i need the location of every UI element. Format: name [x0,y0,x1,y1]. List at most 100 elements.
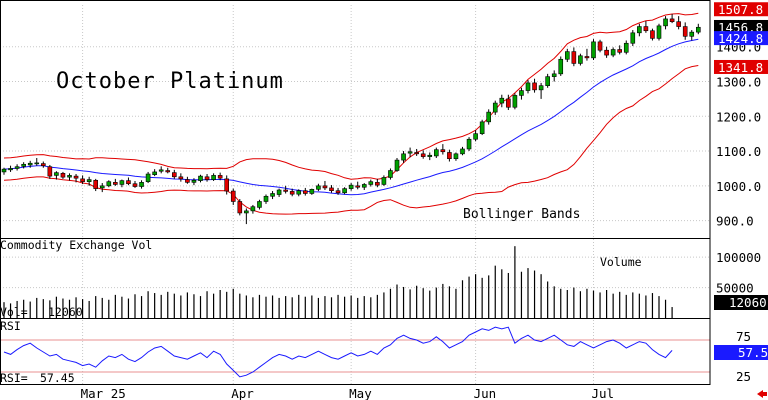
volume-axis-ticks: 100000 50000 [716,250,761,295]
candle-body [126,180,131,185]
candle-body [86,179,92,182]
scroll-left-arrow-icon[interactable] [757,390,767,398]
candle-body [407,151,413,154]
rsi-tag-bg [714,345,768,360]
price-tag-bg [714,31,768,46]
candle-body [316,185,321,190]
volume-tag: 12060 [729,295,767,310]
candle-body [204,176,210,180]
candle-body [689,31,695,37]
candle-body [145,173,151,182]
candle-body [348,184,354,189]
candle-body [669,18,675,22]
candle-body [486,111,492,123]
price-tick-label: 1000.0 [716,179,761,194]
candle-body [591,41,596,59]
price-tick-label: 1100.0 [716,144,761,159]
chart-title: October Platinum [56,69,284,94]
candle-body [99,185,105,189]
volume-tick-label: 100000 [716,250,761,265]
volume-tag-bg [714,295,768,310]
candle-body [250,206,256,212]
price-tag-bg [714,19,768,34]
candle-body [14,166,20,169]
bollinger-annotation: Bollinger Bands [463,207,580,222]
candle-body [113,182,118,185]
candle-body [217,175,223,179]
candle-body [224,178,229,192]
price-tag-value: 1341.8 [718,60,763,75]
candle-body [682,26,688,37]
rsi-panel-label: RSI [0,319,21,333]
candle-body [564,51,570,60]
candle-body [414,152,419,155]
price-tick-label: 1300.0 [716,75,761,90]
volume-readout-value: 12060 [48,305,83,319]
candle-body [538,85,544,91]
candle-body [191,179,197,183]
candle-body [512,95,518,108]
candle-body [375,182,380,186]
volume-annotation: Volume [600,255,642,269]
candle-body [637,26,642,34]
candle-body [139,182,144,187]
candle-body [34,162,40,165]
candle-body [289,191,295,195]
bollinger-bands [3,12,699,215]
candle-body [427,154,433,157]
date-label: May [349,386,372,400]
price-tag-value: 1424.8 [718,31,763,46]
candle-body [322,185,328,189]
price-tag-bg [714,59,768,74]
candle-body [132,183,138,187]
candle-body [499,97,505,104]
candle-body [368,181,374,185]
candle-body [656,25,662,39]
rsi-readout-label: RSI= [0,371,28,385]
candle-body [302,190,308,194]
candle-body [545,76,550,86]
candle-body [40,163,46,166]
candle-body [283,189,288,192]
panel-frame [0,318,711,385]
candle-body [47,166,53,177]
candle-body [54,172,59,176]
candle-body [8,168,13,171]
candle-body [584,56,590,59]
candle-body [578,55,583,64]
date-label: Jun [474,386,497,400]
candle-body [447,152,452,160]
candle-body [361,184,367,188]
candle-body [479,121,485,134]
candle-body [492,102,498,113]
candle-body [342,188,347,194]
candle-body [230,190,236,202]
candle-body [532,82,537,91]
candle-body [433,149,439,157]
candle-body [158,169,164,172]
candlesticks [1,14,701,225]
candle-body [401,153,406,161]
candle-body [93,179,98,189]
candle-body [211,175,216,180]
lower-band-line [3,65,699,215]
upper-band-line [3,12,699,180]
candle-body [237,201,243,214]
candle-body [420,153,426,157]
candle-body [643,26,649,32]
candle-body [106,181,112,187]
volume-panel-label: Commodity Exchange Vol [0,238,152,252]
rsi-line [3,326,673,378]
rsi-series-line [3,326,673,378]
candle-body [73,175,79,179]
candle-body [630,32,636,44]
price-tag-value: 1507.8 [718,2,763,17]
candle-body [119,180,125,185]
candle-body [276,189,282,195]
candle-body [676,21,681,27]
price-tick-label: 900.0 [716,214,754,229]
candle-body [335,190,341,194]
candle-body [257,201,262,208]
candle-body [506,98,511,108]
